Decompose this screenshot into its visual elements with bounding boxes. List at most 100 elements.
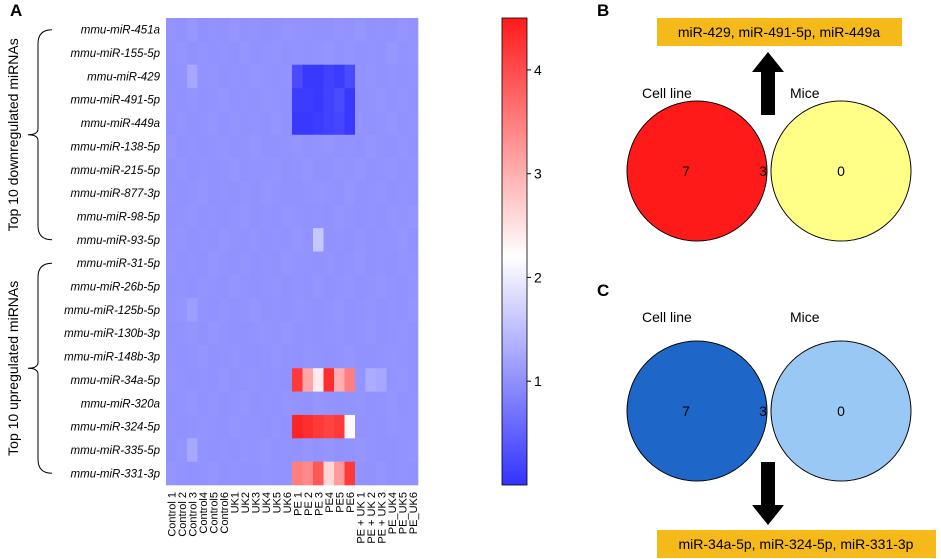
heatmap-cell (323, 204, 335, 229)
heatmap-cell (166, 111, 177, 136)
heatmap-cell (218, 18, 230, 42)
heatmap-cell (229, 158, 240, 182)
heatmap-cell (386, 274, 398, 299)
heatmap-cell (407, 134, 419, 159)
heatmap-cell (397, 228, 408, 252)
heatmap-column-label: Control5 (208, 492, 220, 534)
heatmap-cell (239, 41, 251, 65)
heatmap-cell (197, 181, 209, 206)
heatmap-cell (365, 204, 377, 229)
heatmap-cell (271, 64, 282, 89)
heatmap-cell (166, 414, 177, 439)
heatmap-cell (407, 438, 419, 462)
heatmap-cell (355, 321, 366, 346)
colorbar-tick-label: 3 (534, 166, 542, 182)
heatmap-cell (166, 274, 177, 299)
heatmap-row-label: mmu-miR-31-5p (77, 258, 161, 270)
heatmap-cell (376, 391, 387, 416)
heatmap-cell (407, 344, 419, 369)
venn-c-left-title: Cell line (642, 309, 692, 325)
heatmap-cell (218, 274, 230, 299)
heatmap-cell (313, 134, 324, 159)
heatmap-cell (292, 321, 303, 346)
heatmap-cell (397, 111, 408, 136)
heatmap-cell (250, 18, 261, 42)
heatmap-cell (281, 134, 293, 159)
venn-c-intersection-count: 3 (759, 403, 767, 419)
heatmap-cell (239, 204, 251, 229)
heatmap-cell (386, 368, 398, 392)
venn-c-callout-box (657, 530, 936, 558)
heatmap-cell (376, 181, 387, 206)
heatmap-cell (260, 298, 272, 322)
heatmap-column-label: PE5 (334, 492, 346, 513)
heatmap-cell (229, 298, 240, 322)
heatmap-cell (271, 41, 282, 65)
arrow-up-icon (752, 52, 784, 115)
heatmap-cell (260, 321, 272, 346)
heatmap-cell (187, 461, 198, 486)
heatmap-cell (250, 391, 261, 416)
heatmap-cell (176, 251, 188, 276)
heatmap-cell (376, 461, 387, 486)
heatmap-cell (302, 461, 314, 486)
heatmap-cell (323, 414, 335, 439)
venn-b-callout-text: miR-429, miR-491-5p, miR-449a (678, 24, 881, 40)
heatmap-cell (271, 344, 282, 369)
heatmap-cell (218, 158, 230, 182)
heatmap-cell (302, 41, 314, 65)
heatmap-cell (292, 274, 303, 299)
heatmap-cell (197, 88, 209, 112)
heatmap-cell (376, 321, 387, 346)
colorbar (501, 17, 528, 486)
heatmap-cell (208, 391, 219, 416)
heatmap-cell (218, 344, 230, 369)
heatmap-cell (365, 18, 377, 42)
heatmap-cell (344, 64, 356, 89)
heatmap-cell (292, 41, 303, 65)
heatmap-cell (376, 228, 387, 252)
heatmap-cell (271, 274, 282, 299)
heatmap-cell (355, 181, 366, 206)
heatmap-cell (386, 181, 398, 206)
heatmap-cell (376, 414, 387, 439)
heatmap-cell (166, 228, 177, 252)
heatmap-cell (397, 158, 408, 182)
heatmap-cell (334, 414, 345, 439)
heatmap-cell (260, 181, 272, 206)
heatmap-cell (365, 64, 377, 89)
heatmap-cell (281, 251, 293, 276)
heatmap-cell (407, 204, 419, 229)
heatmap-cell (281, 321, 293, 346)
heatmap-cell (229, 18, 240, 42)
heatmap-cell (166, 88, 177, 112)
heatmap-cell (386, 414, 398, 439)
heatmap-cell (302, 414, 314, 439)
heatmap-cell (250, 158, 261, 182)
heatmap-cell (344, 204, 356, 229)
heatmap-cell (386, 251, 398, 276)
heatmap-cell (355, 134, 366, 159)
heatmap-cell (208, 88, 219, 112)
heatmap-cell (334, 204, 345, 229)
heatmap-cell (250, 88, 261, 112)
heatmap-cell (271, 181, 282, 206)
heatmap-cell (365, 41, 377, 65)
heatmap-cell (365, 391, 377, 416)
heatmap-cell (239, 461, 251, 486)
colorbar-tick-label: 2 (534, 269, 542, 285)
heatmap-cell (302, 298, 314, 322)
heatmap-cell (187, 344, 198, 369)
heatmap-cell (397, 414, 408, 439)
heatmap-cell (302, 228, 314, 252)
heatmap-row-label: mmu-miR-148b-3p (64, 352, 160, 364)
heatmap-cell (397, 251, 408, 276)
panel-a-letter: A (10, 1, 22, 20)
heatmap-cell (176, 134, 188, 159)
group-label: Top 10 downregulated miRNAs (5, 38, 21, 231)
heatmap-cell (344, 461, 356, 486)
heatmap-cell (260, 111, 272, 136)
heatmap-cell (166, 461, 177, 486)
heatmap-cell (397, 41, 408, 65)
heatmap-cell (407, 298, 419, 322)
